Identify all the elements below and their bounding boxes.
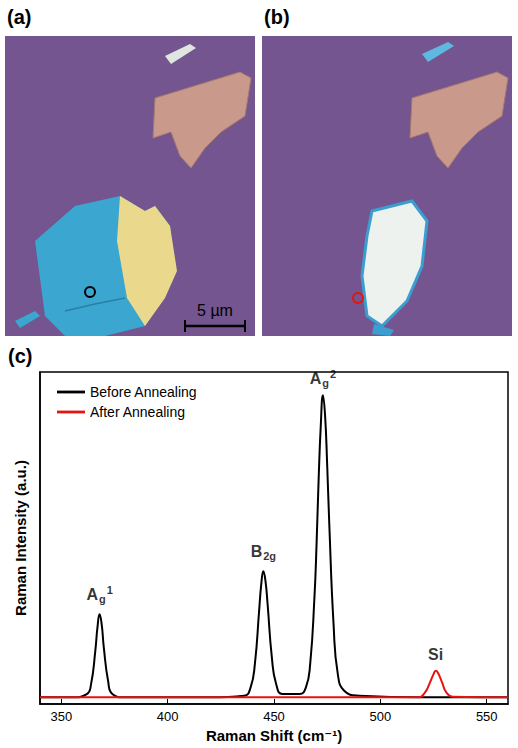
svg-text:B: B bbox=[251, 543, 263, 560]
svg-text:500: 500 bbox=[370, 709, 392, 724]
svg-text:450: 450 bbox=[263, 709, 285, 724]
svg-text:g: g bbox=[99, 593, 106, 605]
svg-text:(c): (c) bbox=[8, 345, 32, 367]
svg-text:1: 1 bbox=[107, 584, 113, 596]
svg-text:2g: 2g bbox=[263, 550, 276, 562]
svg-text:g: g bbox=[322, 377, 329, 389]
svg-text:550: 550 bbox=[476, 709, 498, 724]
svg-text:(b): (b) bbox=[264, 6, 290, 28]
svg-text:Raman Intensity (a.u.): Raman Intensity (a.u.) bbox=[12, 460, 29, 616]
svg-text:5 µm: 5 µm bbox=[197, 302, 233, 319]
svg-text:(a): (a) bbox=[7, 6, 31, 28]
svg-text:A: A bbox=[310, 370, 322, 387]
svg-text:After Annealing: After Annealing bbox=[90, 404, 185, 420]
svg-text:400: 400 bbox=[157, 709, 179, 724]
svg-text:Before Annealing: Before Annealing bbox=[90, 384, 197, 400]
svg-text:Si: Si bbox=[428, 646, 443, 663]
svg-text:A: A bbox=[86, 586, 98, 603]
svg-text:Raman Shift (cm⁻¹): Raman Shift (cm⁻¹) bbox=[206, 727, 342, 744]
svg-text:2: 2 bbox=[330, 368, 336, 380]
svg-text:350: 350 bbox=[50, 709, 72, 724]
